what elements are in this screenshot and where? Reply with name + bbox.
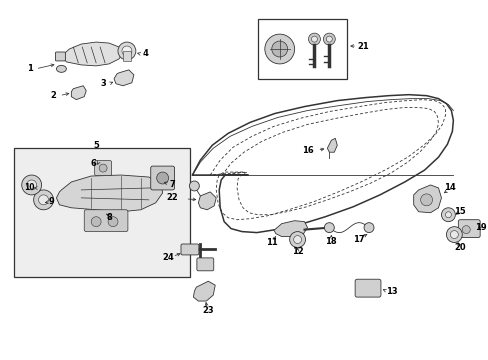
Circle shape — [441, 208, 454, 222]
Text: 2: 2 — [50, 91, 56, 100]
Bar — [122, 51, 131, 61]
Polygon shape — [273, 221, 307, 237]
Text: 17: 17 — [352, 235, 364, 244]
Text: 18: 18 — [325, 237, 336, 246]
Circle shape — [461, 226, 469, 234]
FancyBboxPatch shape — [150, 166, 174, 190]
FancyBboxPatch shape — [354, 279, 380, 297]
Text: 10: 10 — [24, 184, 35, 193]
Polygon shape — [413, 185, 441, 213]
Text: 12: 12 — [291, 247, 303, 256]
Ellipse shape — [56, 66, 66, 72]
Text: 5: 5 — [93, 141, 99, 150]
Text: 14: 14 — [444, 184, 455, 193]
Text: 4: 4 — [142, 49, 148, 58]
Text: 19: 19 — [474, 223, 486, 232]
Text: 20: 20 — [453, 243, 465, 252]
Circle shape — [323, 33, 335, 45]
Circle shape — [324, 223, 334, 233]
Bar — [14, 148, 190, 277]
Polygon shape — [56, 175, 163, 212]
Circle shape — [264, 34, 294, 64]
Circle shape — [449, 231, 457, 239]
Text: 3: 3 — [100, 79, 106, 88]
Text: 8: 8 — [106, 213, 112, 222]
Polygon shape — [198, 192, 216, 210]
Text: 24: 24 — [163, 253, 174, 262]
Text: 1: 1 — [27, 64, 33, 73]
Text: 22: 22 — [166, 193, 178, 202]
FancyBboxPatch shape — [181, 244, 199, 255]
Circle shape — [364, 223, 373, 233]
Circle shape — [122, 46, 132, 56]
Circle shape — [118, 42, 136, 60]
FancyBboxPatch shape — [84, 210, 128, 231]
Circle shape — [293, 235, 301, 243]
Circle shape — [108, 217, 118, 227]
Circle shape — [446, 227, 461, 243]
Circle shape — [21, 175, 41, 195]
Circle shape — [39, 195, 48, 205]
Polygon shape — [114, 70, 134, 86]
Text: 13: 13 — [385, 287, 397, 296]
Polygon shape — [193, 281, 215, 301]
FancyBboxPatch shape — [55, 52, 65, 61]
FancyBboxPatch shape — [457, 220, 479, 238]
Polygon shape — [71, 86, 86, 100]
Polygon shape — [61, 42, 122, 66]
Text: 21: 21 — [356, 41, 368, 50]
Circle shape — [189, 181, 199, 191]
Circle shape — [420, 194, 432, 206]
Circle shape — [34, 190, 53, 210]
Circle shape — [156, 172, 168, 184]
Text: 23: 23 — [202, 306, 214, 315]
Circle shape — [271, 41, 287, 57]
Circle shape — [289, 231, 305, 247]
Bar — [257, 19, 346, 79]
Circle shape — [91, 217, 101, 227]
FancyBboxPatch shape — [197, 258, 213, 271]
Text: 6: 6 — [90, 159, 96, 168]
Text: 11: 11 — [265, 238, 277, 247]
Circle shape — [311, 36, 317, 42]
Circle shape — [325, 36, 332, 42]
FancyBboxPatch shape — [95, 161, 111, 176]
Circle shape — [445, 212, 450, 218]
Polygon shape — [326, 138, 337, 152]
Circle shape — [27, 180, 37, 190]
Circle shape — [99, 164, 107, 172]
Text: 9: 9 — [48, 197, 54, 206]
Text: 7: 7 — [169, 180, 175, 189]
Text: 15: 15 — [453, 207, 465, 216]
Text: 16: 16 — [301, 146, 313, 155]
Circle shape — [308, 33, 320, 45]
